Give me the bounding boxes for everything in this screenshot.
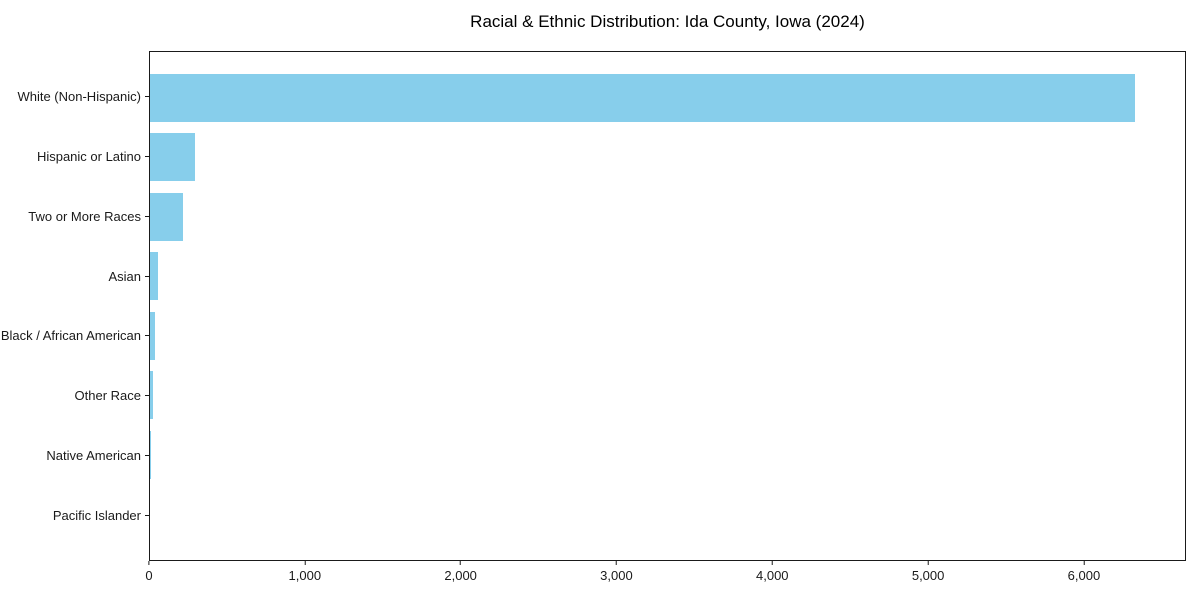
bar-row — [150, 187, 1185, 247]
x-tick-mark — [615, 561, 617, 565]
y-axis-row: Native American — [0, 426, 149, 486]
x-tick: 1,000 — [288, 561, 322, 583]
y-axis-row: Black / African American — [0, 306, 149, 366]
y-axis-row: White (Non-Hispanic) — [0, 67, 149, 127]
bar-row — [150, 247, 1185, 307]
x-tick: 4,000 — [756, 561, 789, 583]
y-axis-row: Asian — [0, 246, 149, 306]
x-tick: 5,000 — [911, 561, 945, 583]
x-tick-label: 5,000 — [911, 568, 945, 583]
x-tick-label: 6,000 — [1067, 568, 1101, 583]
x-tick: 3,000 — [600, 561, 633, 583]
y-axis-label-native-american: Native American — [46, 447, 141, 463]
bar-asian — [150, 252, 158, 301]
bar-white-non-hispanic — [150, 73, 1136, 122]
bar-row — [150, 68, 1185, 128]
y-tick-mark — [145, 454, 149, 456]
bar-hispanic-or-latino — [150, 133, 195, 182]
x-tick-mark — [148, 561, 150, 565]
y-tick-mark — [145, 514, 149, 516]
y-axis-labels: White (Non-Hispanic) Hispanic or Latino … — [0, 51, 149, 561]
bar-row — [150, 366, 1185, 426]
bar-rows — [150, 52, 1185, 560]
y-axis-row: Hispanic or Latino — [0, 127, 149, 187]
y-axis-label-pacific-islander: Pacific Islander — [52, 507, 141, 523]
y-tick-mark — [145, 395, 149, 397]
y-axis-label-white-non-hispanic: White (Non-Hispanic) — [17, 89, 141, 105]
y-axis-label-hispanic-or-latino: Hispanic or Latino — [36, 149, 141, 165]
y-axis-label-asian: Asian — [108, 268, 141, 284]
bar-row — [150, 306, 1185, 366]
y-tick-mark — [145, 156, 149, 158]
y-axis-row: Other Race — [0, 366, 149, 426]
y-axis-label-black-african-american: Black / African American — [0, 328, 141, 344]
y-tick-mark — [145, 275, 149, 277]
bar-row — [150, 485, 1185, 545]
y-axis-label-two-or-more-races: Two or More Races — [28, 208, 141, 224]
x-tick: 2,000 — [444, 561, 477, 583]
y-tick-mark — [145, 335, 149, 337]
x-tick-label: 3,000 — [600, 568, 633, 583]
x-tick-mark — [460, 561, 462, 565]
y-tick-mark — [145, 96, 149, 98]
bar-row — [150, 128, 1185, 188]
y-axis-label-other-race: Other Race — [74, 388, 141, 404]
x-tick-mark — [1083, 561, 1085, 565]
chart-title: Racial & Ethnic Distribution: Ida County… — [470, 12, 865, 31]
x-tick-label: 2,000 — [444, 568, 477, 583]
x-axis: 0 1,000 2,000 3,000 4,000 5,000 6,000 — [145, 561, 1186, 595]
y-axis-row: Two or More Races — [0, 187, 149, 247]
bar-row — [150, 425, 1185, 485]
x-tick: 6,000 — [1067, 561, 1101, 583]
x-tick-label: 4,000 — [756, 568, 789, 583]
bar-other-race — [150, 371, 154, 420]
bar-two-or-more-races — [150, 192, 184, 241]
bar-black-african-american — [150, 311, 155, 360]
x-tick-mark — [304, 561, 306, 565]
plot-area — [149, 51, 1186, 561]
y-axis-row: Pacific Islander — [0, 485, 149, 545]
x-tick-mark — [927, 561, 929, 565]
x-tick: 0 — [145, 561, 153, 583]
x-tick-label: 0 — [145, 568, 153, 583]
y-tick-mark — [145, 215, 149, 217]
x-tick-label: 1,000 — [288, 568, 322, 583]
x-tick-mark — [771, 561, 773, 565]
